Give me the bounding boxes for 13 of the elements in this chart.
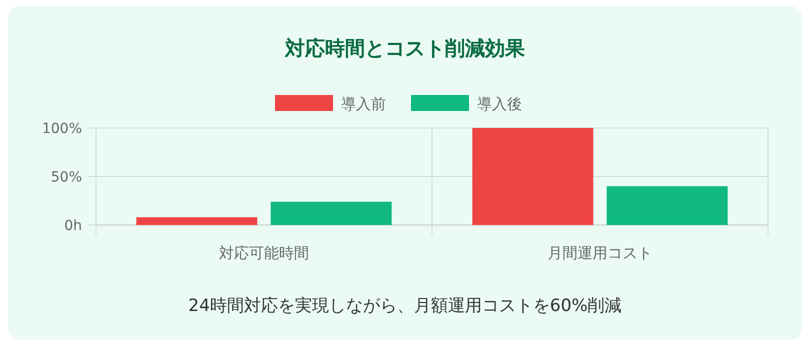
y-tick-label: 100% [42, 121, 82, 137]
bar [472, 128, 594, 225]
y-tick-label: 50% [50, 170, 82, 186]
bar [270, 202, 392, 225]
legend-label: 導入前 [341, 95, 386, 113]
bar [606, 186, 728, 225]
x-tick-label: 対応可能時間 [219, 244, 309, 262]
legend-label: 導入後 [477, 95, 522, 113]
y-tick-label: 0h [64, 218, 82, 234]
x-tick-label: 月間運用コスト [548, 244, 652, 262]
chart-title: 対応時間とコスト削減効果 [284, 36, 526, 60]
text: 24時間対応を実現しながら、月額運用コストを60%削減 [188, 296, 622, 316]
bar [136, 217, 258, 225]
